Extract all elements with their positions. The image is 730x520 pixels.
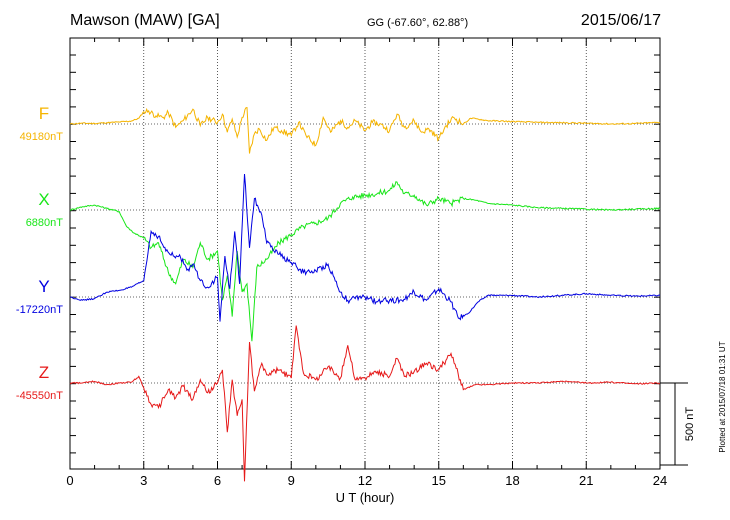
baseline-value-z: -45550nT	[16, 390, 63, 402]
plotted-at-note: Plotted at 2015/07/18 01:31 UT	[718, 341, 727, 452]
series-label-z: Z	[39, 363, 49, 382]
x-tick-label: 0	[66, 473, 73, 488]
series-line-f	[69, 107, 661, 154]
geographic-coordinates: GG (-67.60°, 62.88°)	[367, 17, 469, 29]
x-tick-label: 21	[579, 473, 593, 488]
scale-bar-label: 500 nT	[684, 407, 696, 442]
series-label-f: F	[39, 104, 49, 123]
series-label-x: X	[38, 190, 49, 209]
series-line-y	[69, 173, 661, 322]
series-line-x	[69, 181, 661, 342]
baseline-value-f: 49180nT	[20, 131, 64, 143]
series-line-z	[69, 325, 661, 482]
x-tick-label: 18	[505, 473, 519, 488]
station-title: Mawson (MAW) [GA]	[70, 12, 220, 29]
x-tick-label: 24	[653, 473, 667, 488]
baseline-value-x: 6880nT	[26, 217, 64, 229]
baseline-value-y: -17220nT	[16, 304, 63, 316]
x-tick-label: 15	[432, 473, 446, 488]
x-tick-label: 12	[358, 473, 372, 488]
x-tick-label: 9	[288, 473, 295, 488]
x-axis-label: U T (hour)	[336, 490, 395, 505]
plot-date: 2015/06/17	[580, 12, 661, 29]
series-label-y: Y	[38, 277, 49, 296]
x-tick-label: 3	[140, 473, 147, 488]
x-tick-label: 6	[214, 473, 221, 488]
